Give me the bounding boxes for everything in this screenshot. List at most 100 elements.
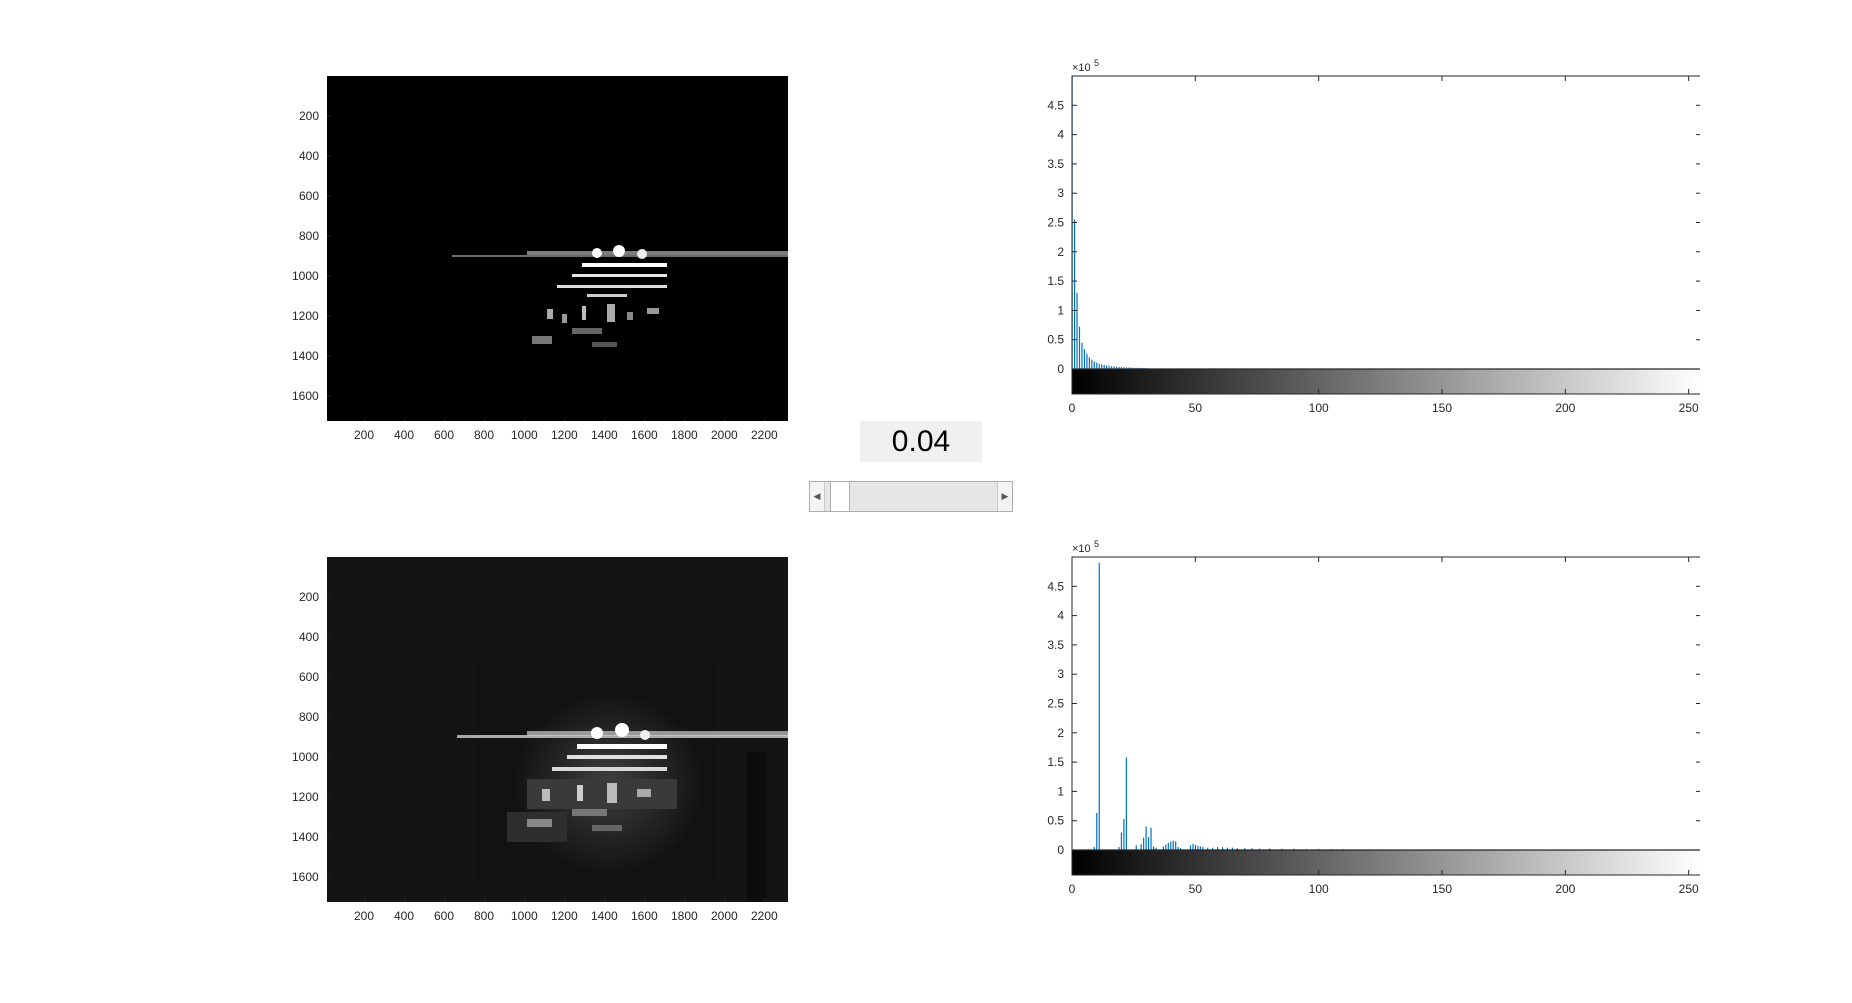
x-tick-label: 1800 <box>671 909 698 923</box>
histogram-bar <box>1258 848 1261 850</box>
histogram-bar <box>1244 848 1246 850</box>
histogram-bar <box>1086 353 1088 369</box>
histogram-bar <box>1175 841 1177 850</box>
histogram-bar <box>1231 847 1234 850</box>
y-tick-label: 0 <box>1057 362 1064 376</box>
histogram-bar <box>1120 367 1123 369</box>
histogram-bar <box>1113 366 1115 369</box>
y-tick-label: 200 <box>299 109 320 123</box>
histogram-bar <box>1197 845 1199 850</box>
histogram-bar <box>1180 848 1182 850</box>
histogram-bar <box>1268 848 1271 850</box>
x-tick-label: 50 <box>1189 401 1203 415</box>
x-tick-label: 250 <box>1679 882 1699 896</box>
y-tick-label: 0 <box>1057 843 1064 857</box>
histogram-bar <box>1106 365 1108 369</box>
histogram-top: 0 50 100 150 200 250 0 0.5 1 1.5 2 2.5 3 3.5 4 4.5 ×10 5 <box>1047 58 1700 415</box>
y-tick-label: 1400 <box>292 349 319 363</box>
y-tick-label: 800 <box>299 710 320 724</box>
night-scene-enhanced-image <box>327 557 788 902</box>
y-tick-label: 1600 <box>292 389 319 403</box>
y-tick-label: 200 <box>299 590 320 604</box>
x-tick-label: 0 <box>1069 401 1076 415</box>
x-tick-label: 800 <box>474 909 495 923</box>
histogram-bar <box>1110 366 1113 369</box>
x-tick-label: 400 <box>394 909 415 923</box>
histogram-bar <box>1098 363 1100 369</box>
histogram-bar <box>1165 844 1167 850</box>
slider-right-arrow-icon[interactable]: ▶ <box>997 482 1012 511</box>
x-tick-label: 1400 <box>591 428 618 442</box>
axes-frame <box>1071 75 1700 395</box>
histogram-bar <box>1078 326 1081 369</box>
histogram-bar <box>1076 292 1078 369</box>
histogram-bar <box>1088 357 1090 369</box>
histogram-bar <box>1155 847 1157 850</box>
histogram-bar <box>1135 845 1137 850</box>
histogram-bar <box>1152 846 1155 850</box>
histogram-bar <box>1143 837 1145 850</box>
y-tick-label: 1.5 <box>1047 274 1064 288</box>
y-tick-label: 400 <box>299 630 320 644</box>
intensity-colorbar <box>1072 369 1700 394</box>
histogram-bar <box>1217 847 1219 850</box>
y-exponent-power: 5 <box>1094 539 1099 549</box>
histogram-bar <box>1167 842 1169 850</box>
y-exponent-power: 5 <box>1094 58 1099 68</box>
histogram-bar <box>1120 832 1123 850</box>
y-tick-label: 4 <box>1057 609 1064 623</box>
histogram-bar <box>1226 847 1229 850</box>
histogram-bar <box>1083 349 1086 369</box>
histogram-bar <box>1096 362 1098 369</box>
histogram-bar <box>1221 847 1224 850</box>
y-exponent-label: ×10 <box>1072 543 1091 555</box>
image-axes-frame-top <box>327 115 766 421</box>
y-tick-label: 1000 <box>292 269 319 283</box>
histogram-bar <box>1212 847 1214 850</box>
axes-frame <box>1071 556 1700 876</box>
x-tick-label: 0 <box>1069 882 1076 896</box>
x-tick-label: 600 <box>434 428 455 442</box>
x-tick-label: 2000 <box>711 909 738 923</box>
histogram-bar <box>1162 846 1164 850</box>
histogram-bar <box>1128 367 1130 369</box>
x-tick-label: 1200 <box>551 909 578 923</box>
y-tick-label: 1.5 <box>1047 755 1064 769</box>
y-tick-label: 1000 <box>292 750 319 764</box>
y-tick-label: 0.5 <box>1047 814 1064 828</box>
histogram-bar <box>1133 367 1135 369</box>
x-tick-label: 1000 <box>511 909 538 923</box>
histogram-bar <box>1073 219 1076 369</box>
histogram-bar <box>1192 844 1194 850</box>
y-tick-label: 600 <box>299 189 320 203</box>
histogram-bar <box>1118 366 1120 369</box>
x-tick-label: 150 <box>1432 882 1452 896</box>
x-tick-label: 100 <box>1309 401 1329 415</box>
night-scene-threshold-image <box>327 76 788 421</box>
histogram-bar <box>1103 364 1105 369</box>
histogram-bar <box>1093 847 1095 850</box>
histogram-bar <box>1118 847 1120 850</box>
y-tick-label: 1 <box>1057 784 1064 798</box>
y-tick-label: 3 <box>1057 186 1064 200</box>
histogram-bar <box>1125 757 1127 850</box>
x-tick-label: 250 <box>1679 401 1699 415</box>
histogram-bar <box>1108 365 1110 369</box>
y-tick-label: 400 <box>299 149 320 163</box>
processed-image-bottom <box>327 557 788 902</box>
histogram-bar <box>1172 840 1174 850</box>
threshold-slider[interactable]: ◀ ▶ <box>809 481 1013 512</box>
y-tick-label: 4.5 <box>1047 98 1064 112</box>
y-tick-label: 4.5 <box>1047 579 1064 593</box>
x-tick-label: 1000 <box>511 428 538 442</box>
y-exponent-label: ×10 <box>1072 62 1091 74</box>
y-tick-label: 1 <box>1057 303 1064 317</box>
x-tick-label: 600 <box>434 909 455 923</box>
slider-left-arrow-icon[interactable]: ◀ <box>810 482 825 511</box>
histogram-bar <box>1207 847 1209 850</box>
x-tick-label: 2200 <box>751 909 778 923</box>
histogram-bar <box>1130 367 1132 369</box>
y-tick-label: 2 <box>1057 245 1064 259</box>
slider-thumb[interactable] <box>830 482 851 511</box>
y-tick-label: 2 <box>1057 726 1064 740</box>
